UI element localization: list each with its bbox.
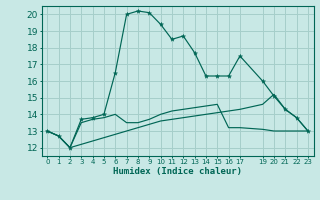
X-axis label: Humidex (Indice chaleur): Humidex (Indice chaleur)	[113, 167, 242, 176]
